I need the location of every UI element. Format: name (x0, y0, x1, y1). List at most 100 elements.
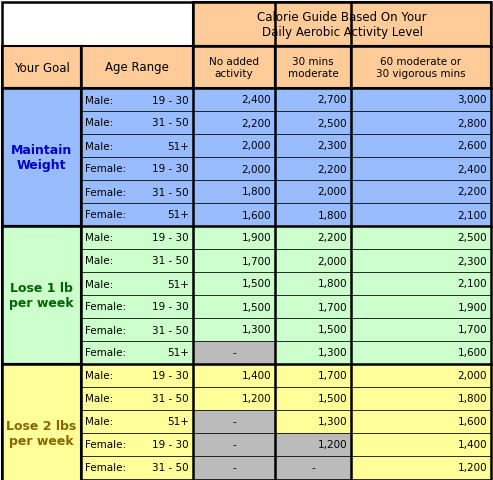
Bar (193, 112, 275, 135)
Text: Female:: Female: (85, 187, 126, 197)
Bar (193, 204, 275, 227)
Text: Male:: Male: (85, 394, 113, 404)
Bar (351, 318, 491, 341)
Bar (351, 204, 491, 227)
Text: Maintain
Weight: Maintain Weight (11, 144, 72, 172)
Text: 2,400: 2,400 (242, 96, 271, 105)
Bar (193, 456, 275, 479)
Text: 1,600: 1,600 (458, 348, 487, 358)
Text: 2,300: 2,300 (317, 141, 347, 151)
Text: Male:: Male: (85, 371, 113, 381)
Text: 30 mins
moderate: 30 mins moderate (287, 57, 338, 79)
Bar (81, 227, 193, 250)
Bar (351, 410, 491, 433)
Text: -: - (232, 417, 236, 427)
Bar (275, 250, 351, 273)
Bar (275, 410, 351, 433)
Bar (193, 47, 275, 89)
Bar (351, 135, 491, 157)
Text: Male:: Male: (85, 96, 113, 105)
Bar (81, 89, 193, 112)
Bar (2, 364, 81, 480)
Bar (81, 318, 193, 341)
Bar (81, 410, 193, 433)
Text: No added
activity: No added activity (209, 57, 259, 79)
Text: 31 - 50: 31 - 50 (152, 256, 189, 266)
Text: 1,300: 1,300 (242, 325, 271, 335)
Bar (275, 180, 351, 204)
Text: Calorie Guide Based On Your
Daily Aerobic Activity Level: Calorie Guide Based On Your Daily Aerobi… (257, 11, 427, 39)
Bar (275, 456, 351, 479)
Text: 1,500: 1,500 (317, 394, 347, 404)
Bar (81, 479, 193, 480)
Bar (193, 410, 275, 433)
Text: 2,000: 2,000 (317, 256, 347, 266)
Bar (81, 250, 193, 273)
Bar (193, 364, 275, 387)
Text: 2,100: 2,100 (458, 210, 487, 220)
Text: 2,200: 2,200 (458, 187, 487, 197)
Bar (81, 433, 193, 456)
Bar (81, 341, 193, 364)
Bar (351, 341, 491, 364)
Bar (351, 433, 491, 456)
Bar (351, 112, 491, 135)
Bar (275, 341, 351, 364)
Text: 31 - 50: 31 - 50 (152, 325, 189, 335)
Text: 2,500: 2,500 (317, 118, 347, 128)
Text: 1,400: 1,400 (458, 440, 487, 450)
Text: 2,100: 2,100 (458, 279, 487, 289)
Bar (193, 273, 275, 295)
Text: 1,700: 1,700 (242, 256, 271, 266)
Bar (81, 47, 193, 89)
Text: 51+: 51+ (167, 417, 189, 427)
Bar (275, 47, 351, 89)
Text: 51+: 51+ (167, 141, 189, 151)
Text: -: - (232, 348, 236, 358)
Bar (275, 433, 351, 456)
Bar (351, 364, 491, 387)
Bar (81, 273, 193, 295)
Text: 2,600: 2,600 (458, 141, 487, 151)
Text: 1,200: 1,200 (458, 463, 487, 472)
Bar (81, 112, 193, 135)
Text: Your Goal: Your Goal (14, 61, 70, 74)
Text: Age Range: Age Range (105, 61, 169, 74)
Bar (351, 387, 491, 410)
Text: 19 - 30: 19 - 30 (152, 440, 189, 450)
Bar (193, 433, 275, 456)
Text: 1,600: 1,600 (458, 417, 487, 427)
Text: Lose 1 lb
per week: Lose 1 lb per week (9, 281, 74, 309)
Bar (351, 157, 491, 180)
Text: Female:: Female: (85, 210, 126, 220)
Bar (81, 295, 193, 318)
Bar (193, 227, 275, 250)
Text: 1,400: 1,400 (242, 371, 271, 381)
Text: 1,800: 1,800 (242, 187, 271, 197)
Bar (275, 295, 351, 318)
Bar (275, 364, 351, 387)
Bar (193, 318, 275, 341)
Bar (275, 227, 351, 250)
Text: Female:: Female: (85, 348, 126, 358)
Text: 1,900: 1,900 (458, 302, 487, 312)
Text: Male:: Male: (85, 233, 113, 243)
Text: 1,700: 1,700 (317, 371, 347, 381)
Bar (351, 227, 491, 250)
Bar (275, 387, 351, 410)
Bar (193, 341, 275, 364)
Bar (193, 180, 275, 204)
Text: 60 moderate or
30 vigorous mins: 60 moderate or 30 vigorous mins (376, 57, 466, 79)
Bar (351, 479, 491, 480)
Bar (193, 295, 275, 318)
Bar (193, 479, 275, 480)
Text: Female:: Female: (85, 325, 126, 335)
Text: 31 - 50: 31 - 50 (152, 463, 189, 472)
Text: 1,900: 1,900 (242, 233, 271, 243)
Text: Male:: Male: (85, 256, 113, 266)
Text: Female:: Female: (85, 440, 126, 450)
Text: 1,800: 1,800 (458, 394, 487, 404)
Bar (2, 47, 81, 89)
Text: 3,000: 3,000 (458, 96, 487, 105)
Text: Male:: Male: (85, 417, 113, 427)
